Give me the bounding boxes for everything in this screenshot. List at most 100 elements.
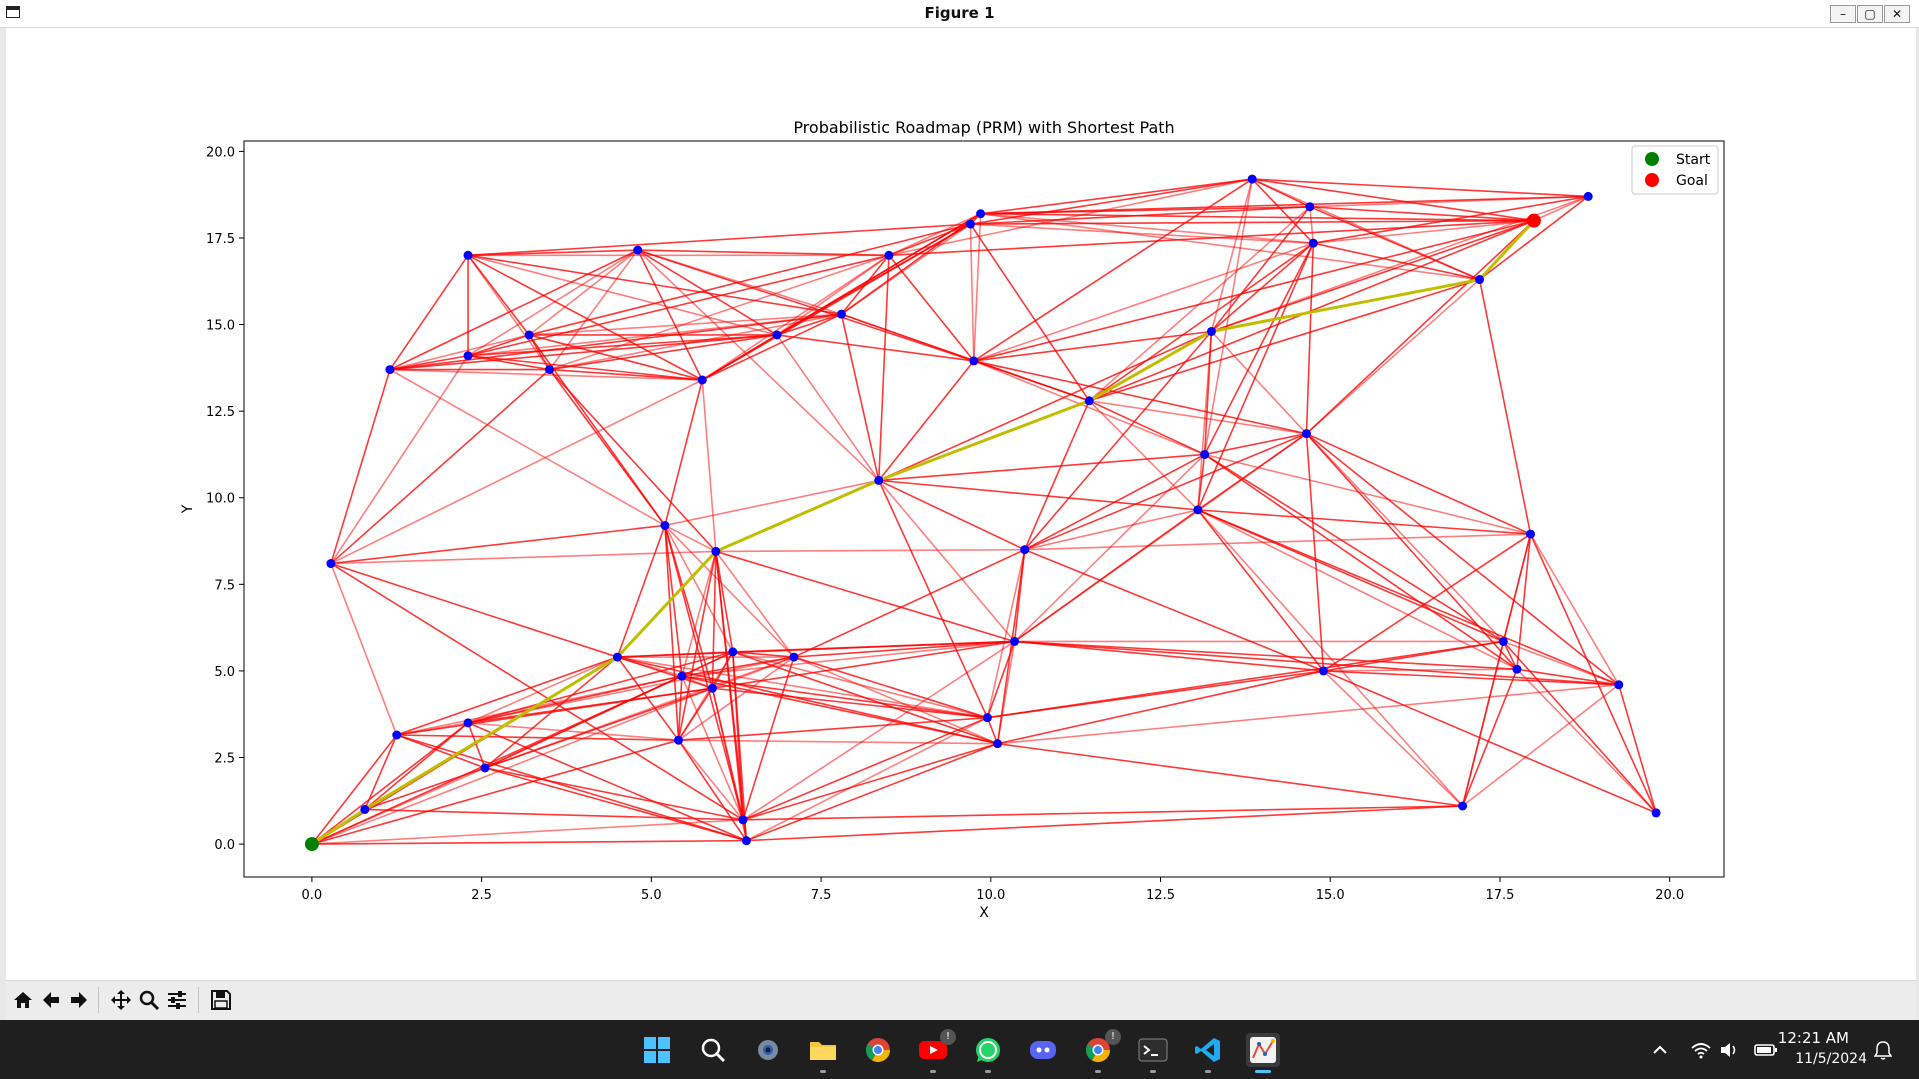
path-segment <box>616 550 717 659</box>
roadmap-node <box>982 713 992 723</box>
roadmap-edge <box>1309 206 1534 222</box>
roadmap-edge <box>732 651 748 841</box>
roadmap-edge <box>1502 533 1532 642</box>
configure-subplots-button[interactable] <box>164 987 190 1013</box>
vscode-icon <box>1195 1038 1220 1062</box>
roadmap-edge <box>1088 206 1311 402</box>
taskbar-file-explorer[interactable] <box>806 1033 840 1073</box>
taskbar-youtube[interactable]: ! <box>916 1029 956 1073</box>
gear-icon <box>758 1040 778 1060</box>
roadmap-edge <box>1204 453 1518 670</box>
roadmap-edge <box>617 656 713 689</box>
taskbar-python-figure[interactable] <box>1246 1033 1280 1073</box>
roadmap-edges <box>311 178 1657 845</box>
taskbar-search[interactable] <box>696 1033 730 1067</box>
roadmap-edge <box>681 675 713 689</box>
path-segment <box>364 655 619 811</box>
path-segment <box>311 808 366 846</box>
battery-status[interactable] <box>1754 1033 1778 1067</box>
roadmap-edge <box>1618 684 1657 814</box>
roadmap-edge <box>1014 640 1517 670</box>
roadmap-edge <box>1197 331 1213 510</box>
taskbar-chrome-profile[interactable]: ! <box>1081 1029 1121 1073</box>
roadmap-node <box>1526 529 1536 539</box>
roadmap-edge <box>840 213 982 315</box>
figure-canvas[interactable]: Probabilistic Roadmap (PRM) with Shortes… <box>6 28 1916 980</box>
start-button[interactable] <box>640 1033 674 1067</box>
taskbar-settings[interactable] <box>751 1033 785 1067</box>
roadmap-edge <box>878 480 989 719</box>
roadmap-edge <box>1024 548 1324 672</box>
pan-button[interactable] <box>108 987 134 1013</box>
minimize-button[interactable]: – <box>1830 5 1856 23</box>
roadmap-edge <box>549 254 890 371</box>
start-marker <box>304 837 319 852</box>
roadmap-edge <box>311 839 747 845</box>
maximize-button[interactable]: ▢ <box>1857 5 1883 23</box>
roadmap-node <box>1475 275 1485 285</box>
clock-date[interactable]: 11/5/2024 <box>1795 1051 1867 1067</box>
roadmap-edge <box>732 640 1015 653</box>
home-button[interactable] <box>10 987 36 1013</box>
x-tick-label: 2.5 <box>471 888 492 903</box>
notification-badge: ! <box>1105 1029 1121 1045</box>
roadmap-edge <box>970 223 1314 244</box>
forward-button[interactable] <box>66 987 92 1013</box>
taskbar-vscode[interactable] <box>1191 1033 1225 1073</box>
close-button[interactable]: ✕ <box>1884 5 1910 23</box>
y-axis-ticks: 0.0 2.5 5.0 7.5 10.0 12.5 15.0 17.5 20.0 <box>206 145 244 853</box>
roadmap-edge <box>616 656 680 741</box>
x-axis-label: X <box>979 905 989 921</box>
roadmap-node <box>836 309 846 319</box>
roadmap-node <box>480 763 490 773</box>
path-segment <box>1088 330 1213 403</box>
roadmap-node <box>728 647 738 657</box>
zoom-button[interactable] <box>136 987 162 1013</box>
volume-status[interactable] <box>1718 1033 1740 1067</box>
window-border-left <box>0 28 6 1020</box>
roadmap-node <box>660 520 670 530</box>
show-hidden-icons-button[interactable] <box>1648 1033 1672 1067</box>
roadmap-node <box>1301 429 1311 439</box>
back-button[interactable] <box>38 987 64 1013</box>
roadmap-edge <box>311 722 469 845</box>
roadmap-edge <box>888 213 981 257</box>
taskbar-whatsapp[interactable] <box>971 1033 1005 1073</box>
home-icon <box>14 992 32 1008</box>
taskbar-discord[interactable] <box>1026 1033 1060 1067</box>
roadmap-edge <box>1251 178 1314 244</box>
roadmap-edge <box>637 249 880 482</box>
roadmap-edge <box>1088 242 1314 402</box>
roadmap-edge <box>973 330 1212 362</box>
roadmap-edge <box>1088 400 1199 511</box>
roadmap-edge <box>878 330 1212 482</box>
taskbar-chrome[interactable] <box>861 1033 895 1067</box>
wifi-status[interactable] <box>1690 1033 1712 1067</box>
roadmap-edge <box>1313 195 1589 244</box>
path-segment <box>1211 278 1480 333</box>
roadmap-edge <box>888 254 975 362</box>
roadmap-edge <box>467 651 734 724</box>
notifications-button[interactable] <box>1872 1033 1894 1067</box>
roadmap-edge <box>311 687 713 845</box>
roadmap-edge <box>877 255 890 481</box>
taskbar-terminal[interactable] <box>1136 1033 1170 1073</box>
clock-time[interactable]: 12:21 AM <box>1777 1029 1849 1047</box>
roadmap-edge <box>1502 640 1657 814</box>
roadmap-node <box>1084 396 1094 406</box>
roadmap-edge <box>330 563 398 736</box>
legend-goal-label: Goal <box>1676 173 1708 189</box>
folder-icon <box>810 1042 836 1060</box>
roadmap-edge <box>776 334 974 362</box>
roadmap-edge <box>1478 279 1532 535</box>
roadmap-node <box>1193 505 1203 515</box>
roadmap-edge <box>1014 640 1324 672</box>
roadmap-node <box>524 330 534 340</box>
roadmap-edge <box>878 479 1026 551</box>
roadmap-node <box>463 718 473 728</box>
chrome-icon <box>865 1038 890 1063</box>
roadmap-edge <box>1305 243 1315 434</box>
roadmap-edge <box>1210 178 1253 332</box>
roadmap-edge <box>1088 400 1205 456</box>
save-figure-button[interactable] <box>208 987 234 1013</box>
